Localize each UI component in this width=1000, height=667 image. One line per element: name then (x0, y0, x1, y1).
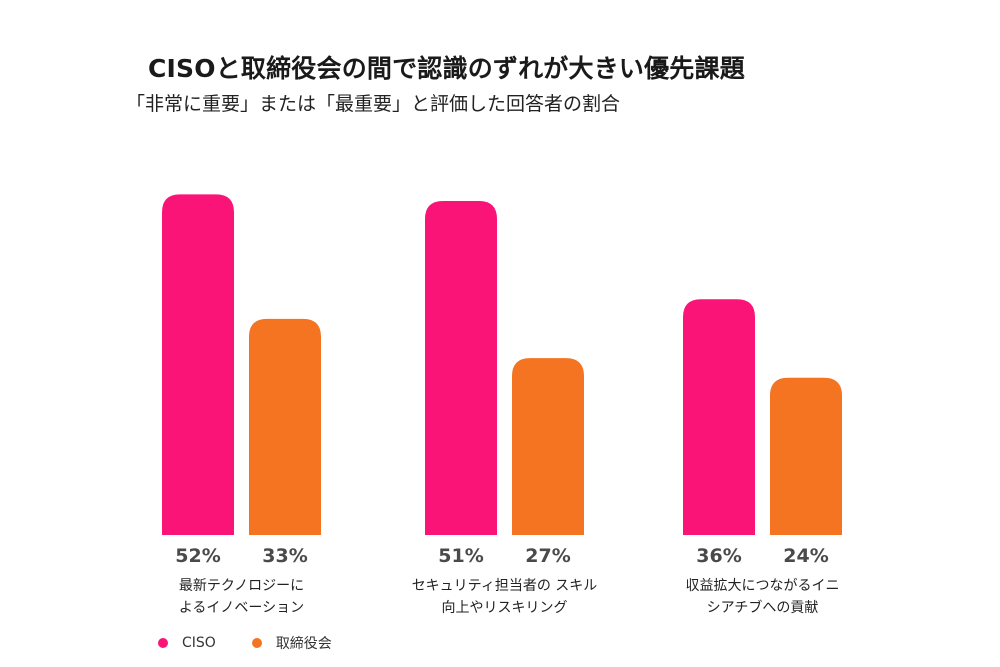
value-label-board-2: 24% (783, 545, 828, 567)
bar-board-0 (249, 318, 321, 535)
category-label-1-line-1: 向上やリスキリング (442, 600, 568, 616)
bar-ciso-1 (425, 200, 497, 535)
chart-subtitle: 「非常に重要」または「最重要」と評価した回答者の割合 (126, 93, 621, 115)
chart-title: CISOと取締役会の間で認識のずれが大きい優先課題 (148, 54, 745, 83)
bar-ciso-2 (683, 299, 755, 535)
category-label-0-line-1: よるイノベーション (179, 600, 304, 616)
bar-board-1 (512, 358, 584, 535)
value-label-ciso-2: 36% (696, 545, 741, 567)
legend-label-board: 取締役会 (275, 636, 332, 652)
bar-ciso-0 (162, 194, 234, 535)
legend-item-board: 取締役会 (251, 633, 332, 653)
category-label-1-line-0: セキュリティ担当者の スキル (412, 578, 598, 594)
value-label-board-0: 33% (262, 545, 307, 567)
bar-board-2 (770, 377, 842, 535)
legend-swatch-ciso (158, 638, 168, 648)
legend: CISO 取締役会 (158, 633, 368, 653)
legend-item-ciso: CISO (158, 635, 216, 651)
value-label-ciso-0: 52% (175, 545, 220, 567)
category-label-0-line-0: 最新テクノロジーに (179, 578, 304, 594)
category-label-2-line-0: 収益拡大につながるイニ (686, 578, 840, 594)
value-label-board-1: 27% (525, 545, 570, 567)
legend-label-ciso: CISO (182, 635, 216, 651)
value-label-ciso-1: 51% (438, 545, 483, 567)
legend-swatch-board (251, 638, 262, 648)
category-label-2-line-1: シアチブへの貢献 (707, 599, 819, 616)
